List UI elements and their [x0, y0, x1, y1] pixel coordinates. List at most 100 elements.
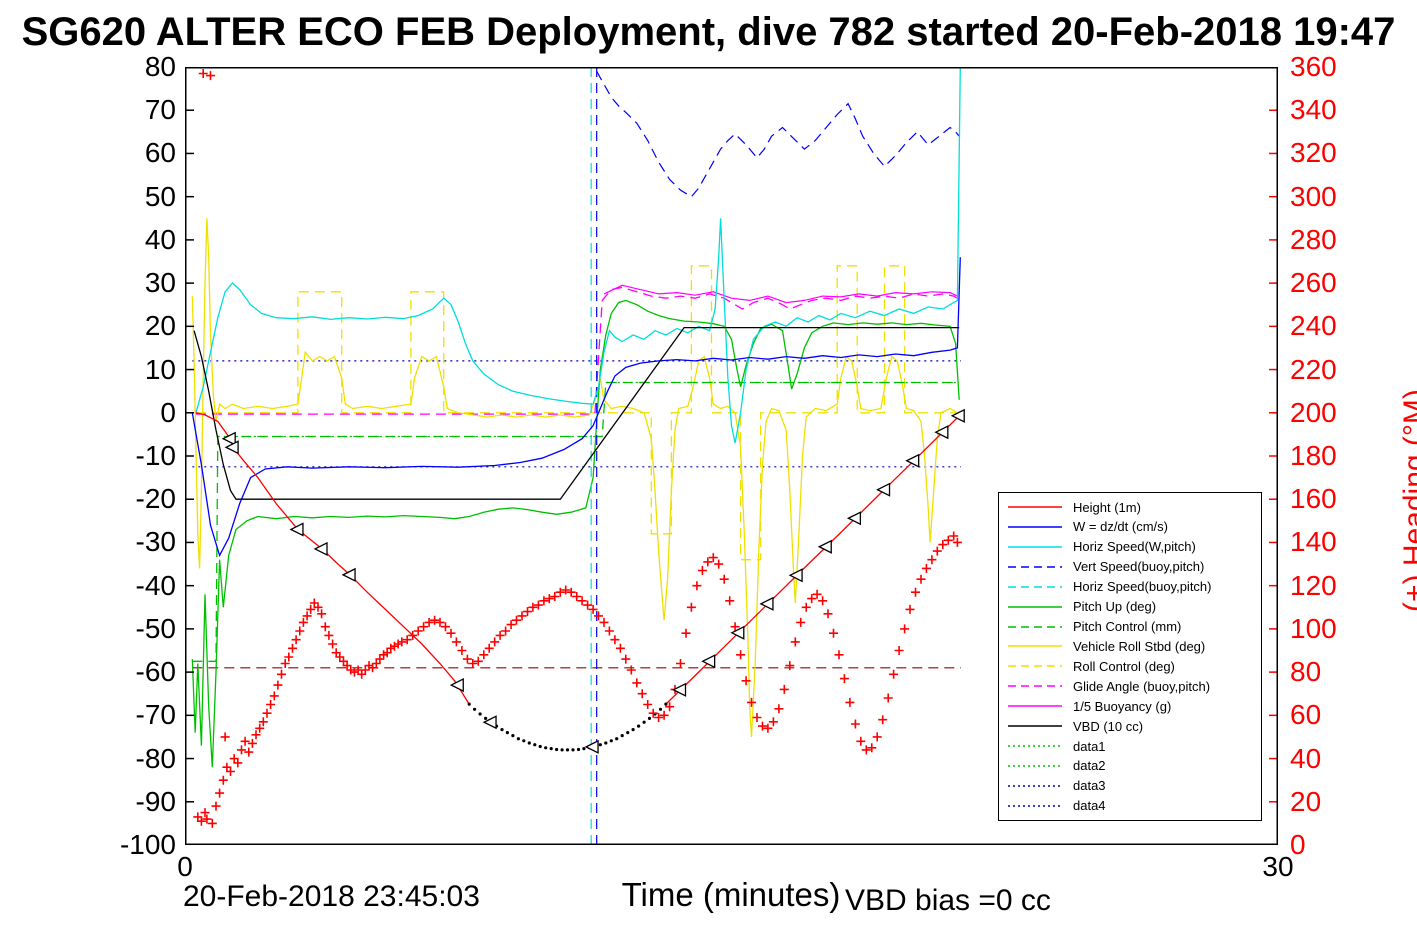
triangle-marker	[482, 715, 497, 730]
left-tick-label: -90	[135, 785, 176, 817]
series-Height (1m) descent	[195, 412, 470, 705]
right-tick-label: 160	[1290, 483, 1337, 515]
left-tick-label: -30	[135, 526, 176, 558]
series-Roll Control (deg)	[195, 265, 958, 561]
dot-marker	[626, 731, 630, 735]
legend-entry: Vert Speed(buoy,pitch)	[1006, 558, 1259, 576]
dot-marker	[538, 744, 542, 749]
left-tick-label: -100	[119, 829, 176, 860]
triangle-marker	[221, 431, 236, 446]
right-tick-label: 220	[1290, 353, 1337, 385]
dot-marker	[620, 734, 624, 738]
left-tick-label: 0	[160, 396, 176, 428]
legend-entry: data1	[1006, 737, 1259, 755]
right-tick-label: 300	[1290, 180, 1337, 212]
left-tick-label: -80	[135, 742, 176, 774]
legend-entry-label: Horiz Speed(buoy,pitch)	[1073, 579, 1212, 595]
legend-entry: Horiz Speed(W,pitch)	[1006, 538, 1259, 556]
legend-sample-line	[1008, 546, 1062, 548]
left-tick-label: -10	[135, 440, 176, 471]
triangle-marker	[934, 425, 949, 440]
legend-box: Height (1m) W = dz/dt (cm/s) Horiz Speed(W…	[998, 492, 1262, 821]
x-tick-label: 0	[177, 851, 193, 882]
dot-marker	[473, 707, 477, 711]
triangle-marker	[584, 739, 599, 754]
legend-entry-label: Pitch Up (deg)	[1073, 599, 1157, 615]
plot-area	[185, 67, 1278, 845]
legend-sample-line	[1008, 605, 1062, 608]
triangle-marker	[950, 408, 965, 423]
legend-sample-line	[1008, 665, 1062, 668]
series-Glide Angle (buoy,pitch)	[195, 286, 958, 415]
triangle-marker	[846, 511, 862, 526]
triangle-marker	[788, 568, 803, 583]
series-Pitch Up (deg)	[191, 299, 960, 768]
dot-marker	[516, 737, 520, 741]
dot-marker	[576, 747, 581, 752]
right-tick-label: 280	[1290, 223, 1337, 255]
series-Vehicle Roll Stbd (deg)	[191, 218, 958, 737]
series-Vert Speed(buoy,pitch)	[596, 71, 960, 198]
dot-marker	[467, 702, 471, 706]
legend-entry: Roll Control (deg)	[1006, 657, 1259, 675]
series-VBD (10 cc)	[193, 326, 960, 500]
right-tick-label: 320	[1290, 137, 1337, 169]
legend-entry-label: Pitch Control (mm)	[1073, 619, 1182, 635]
series-1/5 Buoyancy (g)	[603, 284, 958, 304]
legend-sample-line	[1008, 506, 1062, 508]
legend-entry: Pitch Control (mm)	[1006, 618, 1259, 636]
triangle-marker	[817, 539, 832, 554]
legend-entry: data2	[1006, 757, 1259, 775]
right-tick-label: 240	[1290, 310, 1337, 342]
right-tick-label: 20	[1290, 785, 1322, 817]
legend-entry-label: data1	[1073, 738, 1106, 754]
left-tick-label: 80	[144, 51, 176, 82]
legend-entry-label: data3	[1073, 778, 1106, 794]
right-tick-label: 140	[1290, 526, 1337, 558]
legend-entry-label: Height (1m)	[1073, 499, 1141, 515]
triangle-marker	[289, 522, 304, 537]
legend-entry-label: Roll Control (deg)	[1073, 658, 1175, 674]
start-timestamp: 20-Feb-2018 23:45:03	[183, 880, 480, 913]
triangle-marker	[449, 678, 464, 693]
legend-entry-label: Vehicle Roll Stbd (deg)	[1073, 638, 1206, 654]
dot-marker	[642, 720, 646, 724]
dot-marker	[533, 743, 537, 747]
dot-marker	[549, 747, 553, 751]
left-tick-label: -70	[135, 699, 176, 731]
legend-sample-line	[1008, 745, 1062, 747]
dot-marker	[560, 748, 564, 752]
left-tick-label: -50	[135, 612, 176, 644]
series-Pitch Control (mm)	[192, 381, 958, 662]
chart-canvas	[185, 67, 1278, 845]
legend-entry: Height (1m)	[1006, 498, 1259, 516]
triangle-marker	[224, 440, 239, 455]
legend-sample-line	[1008, 725, 1062, 727]
dot-marker	[522, 739, 526, 743]
dot-marker	[637, 724, 641, 728]
legend-entry: VBD (10 cc)	[1006, 717, 1259, 735]
legend-entry: Pitch Up (deg)	[1006, 598, 1259, 616]
dot-marker	[571, 748, 575, 752]
left-tick-label: -60	[135, 656, 176, 688]
vbd-bias-label: VBD bias =0 cc	[845, 884, 1051, 917]
right-tick-label: 260	[1290, 267, 1337, 299]
x-tick-label: 30	[1262, 851, 1294, 882]
triangle-marker	[672, 682, 687, 697]
legend-entry: data4	[1006, 797, 1259, 815]
triangle-marker	[341, 567, 356, 582]
dot-marker	[582, 747, 586, 751]
legend-entry-label: W = dz/dt (cm/s)	[1073, 519, 1168, 535]
legend-entry: data3	[1006, 777, 1259, 795]
dot-marker	[555, 747, 559, 752]
legend-sample-line	[1008, 645, 1062, 648]
legend-entry: Glide Angle (buoy,pitch)	[1006, 677, 1259, 695]
legend-entry-label: VBD (10 cc)	[1073, 718, 1144, 734]
right-tick-label: 120	[1290, 569, 1337, 601]
triangle-marker	[701, 654, 716, 669]
legend-entry-label: data4	[1073, 798, 1106, 814]
triangle-marker	[730, 625, 745, 640]
scatter-Heading (+) (degM)	[193, 69, 962, 828]
left-tick-label: 50	[144, 180, 176, 212]
left-tick-label: 30	[144, 267, 176, 299]
